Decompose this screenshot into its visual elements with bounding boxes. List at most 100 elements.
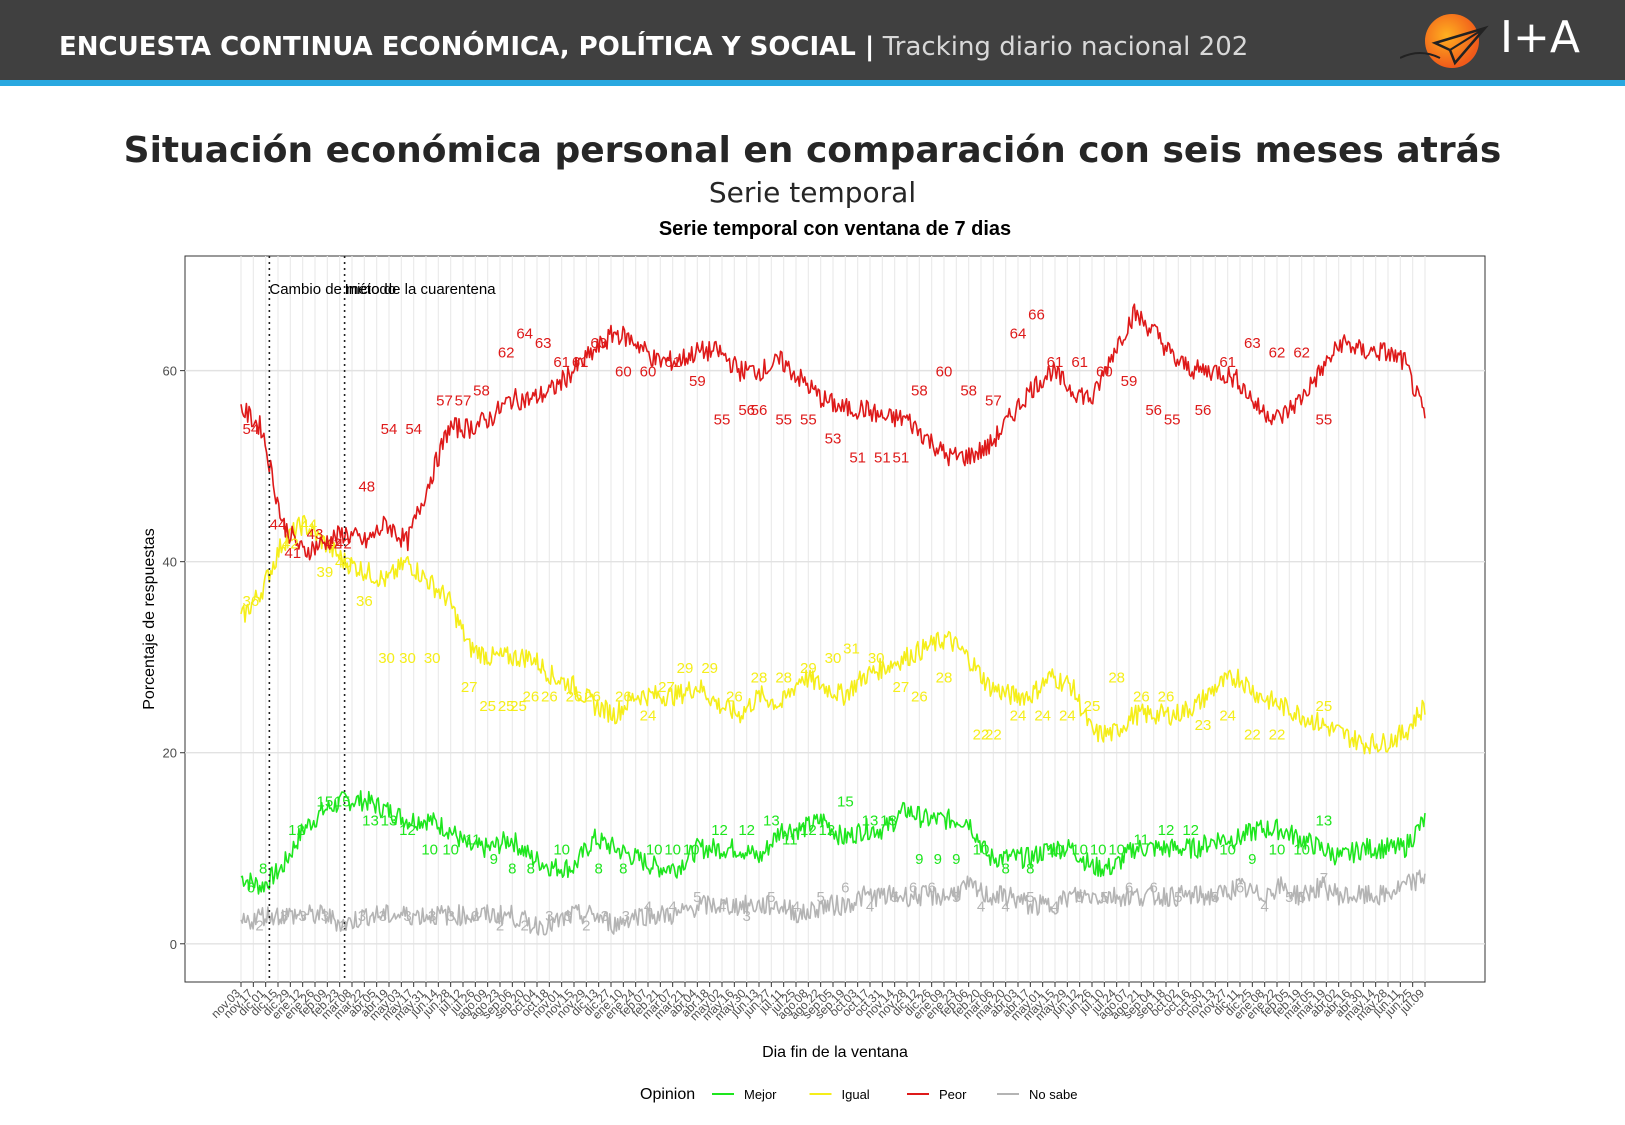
data-label: 55	[775, 411, 792, 428]
data-label: 3	[280, 908, 288, 925]
data-label: 6	[1125, 879, 1133, 896]
data-label: 13	[1316, 813, 1333, 830]
data-label: 3	[298, 908, 306, 925]
data-label: 9	[1248, 851, 1256, 868]
data-label: 15	[837, 794, 854, 811]
data-label: 5	[1211, 889, 1219, 906]
data-label: 25	[479, 698, 496, 715]
data-label: 9	[915, 851, 923, 868]
data-label: 24	[1059, 708, 1076, 725]
data-label: 66	[1028, 306, 1045, 323]
annotation-label: Inicio de la cuarentena	[345, 281, 497, 298]
data-label: 10	[1090, 841, 1107, 858]
data-label: 4	[668, 899, 676, 916]
plot-panel	[184, 255, 1486, 983]
time-series-chart: Serie temporal con ventana de 7 dias 0 20 4…	[141, 218, 1486, 1103]
data-label: 11	[782, 832, 798, 849]
data-label: 3	[358, 908, 366, 925]
data-label: 48	[358, 478, 375, 495]
data-label: 26	[584, 688, 601, 705]
data-label: 28	[1108, 669, 1125, 686]
y-tick-label: 40	[163, 555, 177, 570]
data-label: 57	[436, 392, 453, 409]
data-label: 62	[1269, 345, 1286, 362]
data-label: 2	[582, 918, 590, 935]
header-title: ENCUESTA CONTINUA ECONÓMICA, POLÍTICA Y …	[59, 32, 1248, 62]
data-label: 3	[321, 908, 329, 925]
data-label: 59	[1121, 373, 1138, 390]
data-label: 6	[247, 879, 255, 896]
legend-item-label: Peor	[939, 1087, 967, 1102]
legend-item-label: Igual	[842, 1087, 870, 1102]
data-label: 42	[282, 536, 299, 553]
data-label: 41	[284, 545, 301, 562]
data-label: 42	[325, 536, 342, 553]
data-label: 60	[1096, 364, 1113, 381]
data-label: 8	[619, 860, 627, 877]
data-label: 56	[1145, 402, 1162, 419]
data-label: 9	[952, 851, 960, 868]
data-label: 56	[738, 402, 755, 419]
data-label: 8	[527, 860, 535, 877]
data-label: 24	[640, 708, 657, 725]
data-label: 3	[446, 908, 454, 925]
y-tick-label: 0	[170, 937, 177, 952]
data-label: 10	[973, 841, 990, 858]
data-label: 26	[726, 688, 743, 705]
data-label: 13	[381, 813, 398, 830]
data-label: 4	[644, 899, 652, 916]
data-label: 64	[516, 325, 533, 342]
data-label: 28	[936, 669, 953, 686]
data-label: 8	[1026, 860, 1034, 877]
data-label: 3	[379, 908, 387, 925]
data-label: 58	[911, 383, 928, 400]
data-label: 54	[381, 421, 398, 438]
legend-item-label: No sabe	[1029, 1087, 1077, 1102]
data-label: 61	[1219, 354, 1236, 371]
data-label: 61	[1047, 354, 1064, 371]
data-label: 31	[843, 641, 860, 658]
data-label: 29	[677, 660, 694, 677]
data-label: 28	[751, 669, 768, 686]
data-label: 12	[738, 822, 755, 839]
data-label: 23	[1195, 717, 1212, 734]
data-label: 4	[1001, 899, 1009, 916]
header-title-main: ENCUESTA CONTINUA ECONÓMICA, POLÍTICA Y …	[59, 32, 875, 62]
data-label: 8	[508, 860, 516, 877]
header-title-sub: Tracking diario nacional 202	[882, 32, 1249, 62]
data-label: 10	[442, 841, 459, 858]
data-label: 12	[1158, 822, 1175, 839]
data-label: 8	[594, 860, 602, 877]
data-label: 12	[818, 822, 835, 839]
data-label: 58	[960, 383, 977, 400]
data-label: 3	[564, 908, 572, 925]
data-label: 5	[952, 889, 960, 906]
data-label: 36	[243, 593, 260, 610]
data-label: 63	[535, 335, 552, 352]
data-label: 24	[1219, 708, 1236, 725]
data-label: 15	[334, 794, 351, 811]
data-label: 55	[714, 411, 731, 428]
data-label: 2	[496, 918, 504, 935]
data-label: 5	[693, 889, 701, 906]
data-label: 29	[800, 660, 817, 677]
data-label: 12	[399, 822, 416, 839]
data-label: 5	[890, 889, 898, 906]
data-label: 62	[498, 345, 515, 362]
data-label: 36	[356, 593, 373, 610]
data-label: 3	[601, 908, 609, 925]
data-label: 25	[1084, 698, 1101, 715]
data-label: 5	[1174, 889, 1182, 906]
legend-title: Opinion	[640, 1086, 695, 1103]
data-label: 10	[1108, 841, 1125, 858]
chart-title: Serie temporal con ventana de 7 dias	[659, 218, 1011, 240]
data-label: 60	[640, 364, 657, 381]
header-bar: ENCUESTA CONTINUA ECONÓMICA, POLÍTICA Y …	[0, 0, 1625, 86]
data-label: 8	[259, 860, 267, 877]
x-axis-title: Dia fin de la ventana	[762, 1044, 908, 1061]
data-label: 2	[255, 918, 263, 935]
data-label: 53	[825, 431, 842, 448]
annotation-label: Cambio de método	[269, 281, 396, 298]
data-label: 3	[471, 908, 479, 925]
data-label: 63	[1244, 335, 1261, 352]
